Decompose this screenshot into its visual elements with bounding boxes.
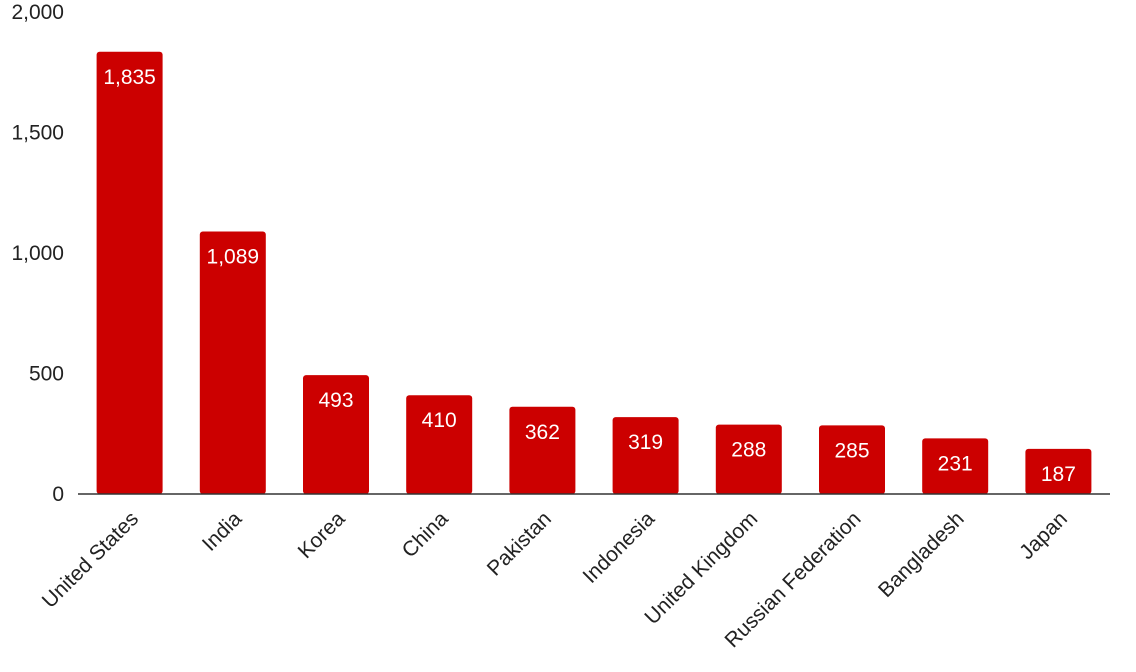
data-labels: 1,835 1,089 493 410 362 319 288 285 231 187 — [103, 66, 1076, 486]
data-label: 493 — [318, 389, 353, 412]
x-tick-label: Pakistan — [483, 507, 556, 580]
x-tick-label: Indonesia — [578, 507, 659, 588]
bar — [509, 406, 576, 494]
x-tick-label: Bangladesh — [874, 507, 969, 602]
data-label: 288 — [731, 439, 766, 462]
y-tick-label: 500 — [29, 363, 64, 386]
bar — [303, 375, 369, 494]
bar — [612, 417, 679, 494]
data-label: 319 — [628, 431, 663, 454]
data-label: 410 — [422, 409, 457, 432]
bar — [819, 425, 885, 494]
x-tick-label: India — [198, 507, 247, 556]
bar — [96, 51, 163, 494]
data-label: 362 — [525, 421, 560, 444]
x-tick-label: United Kingdom — [640, 507, 762, 629]
x-tick-label: Korea — [294, 507, 350, 563]
data-label: 187 — [1041, 463, 1076, 486]
x-tick-label: Japan — [1015, 507, 1072, 564]
data-label: 285 — [834, 439, 869, 462]
y-tick-label: 1,500 — [11, 122, 64, 145]
bar — [1025, 448, 1092, 494]
bar — [199, 231, 266, 494]
data-label: 1,835 — [103, 66, 156, 89]
y-tick-label: 1,000 — [11, 242, 64, 265]
bar — [406, 395, 473, 494]
x-tick-label: China — [398, 507, 453, 562]
bars — [96, 51, 1092, 494]
data-label: 1,089 — [207, 246, 260, 269]
data-label: 231 — [938, 452, 973, 475]
bar — [715, 424, 782, 494]
bar — [922, 438, 989, 494]
y-tick-label: 0 — [52, 483, 64, 506]
y-tick-label: 2,000 — [11, 1, 64, 24]
y-axis-ticks: 0 500 1,000 1,500 2,000 — [11, 1, 64, 506]
x-axis-ticks: United States India Korea China Pakistan Indo… — [38, 507, 1072, 652]
x-tick-label: United States — [38, 507, 143, 612]
